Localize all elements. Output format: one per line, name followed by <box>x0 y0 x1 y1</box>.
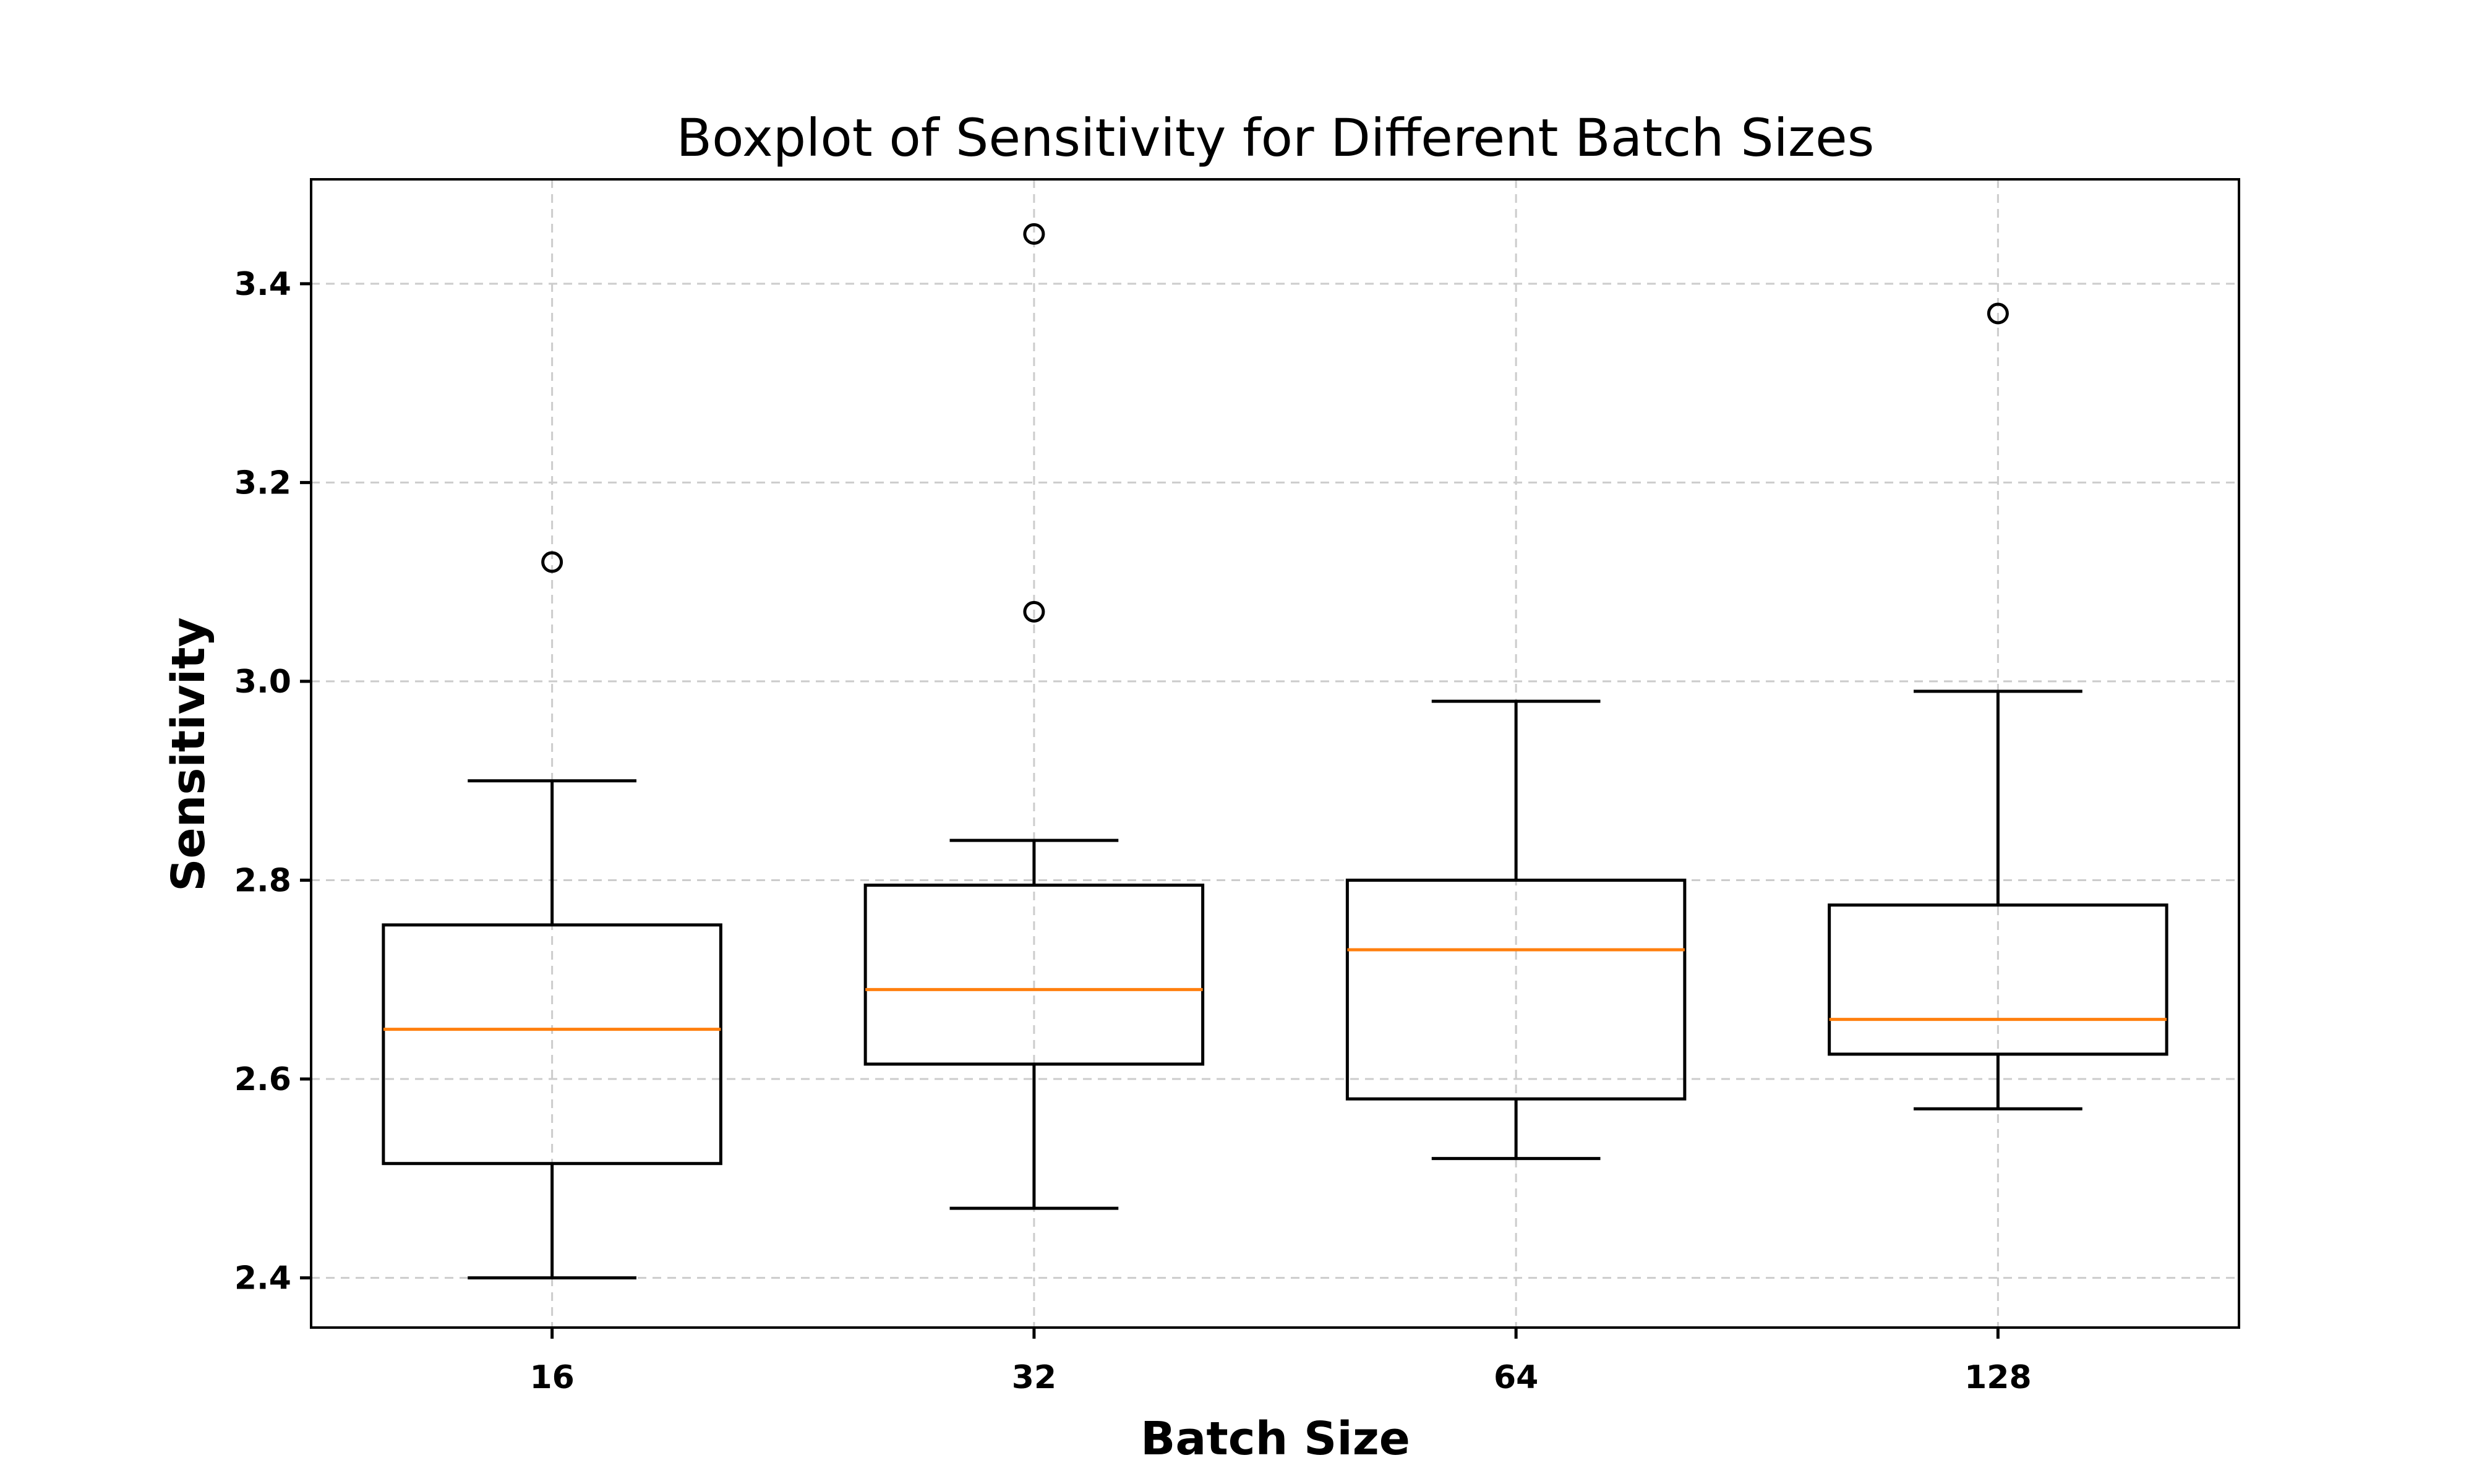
y-axis-label: Sensitivity <box>162 617 215 892</box>
y-tick-label: 2.4 <box>234 1260 291 1297</box>
box-group-16 <box>382 551 722 1280</box>
box-group-32 <box>863 223 1205 1210</box>
x-axis-ticks: 16 32 64 128 <box>529 1328 2032 1396</box>
y-tick-label: 3.4 <box>234 266 291 303</box>
grid-lines <box>311 179 2239 1328</box>
y-axis-ticks: 2.4 2.6 2.8 3.0 3.2 3.4 <box>234 266 311 1297</box>
box <box>1345 878 1687 1101</box>
boxes <box>382 223 2168 1280</box>
box <box>382 923 722 1166</box>
y-tick-label: 3.2 <box>234 464 291 501</box>
y-tick-label: 2.8 <box>234 862 291 899</box>
x-tick-label: 32 <box>1012 1359 1056 1396</box>
box <box>863 884 1205 1066</box>
outlier-point <box>541 551 563 573</box>
x-tick-label: 128 <box>1964 1359 2032 1396</box>
plot-frame <box>310 178 2240 1329</box>
chart-title: Boxplot of Sensitivity for Different Bat… <box>677 108 1875 168</box>
outlier-point <box>1987 302 2009 325</box>
x-tick-label: 16 <box>529 1359 574 1396</box>
box-group-128 <box>1828 302 2168 1111</box>
y-tick-label: 2.6 <box>234 1061 291 1098</box>
x-axis-label: Batch Size <box>1141 1412 1410 1465</box>
y-tick-label: 3.0 <box>234 663 291 701</box>
box <box>1828 903 2168 1056</box>
x-tick-label: 64 <box>1494 1359 1538 1396</box>
box-group-64 <box>1345 699 1687 1161</box>
outlier-point <box>1023 600 1045 623</box>
outlier-point <box>1023 223 1045 245</box>
